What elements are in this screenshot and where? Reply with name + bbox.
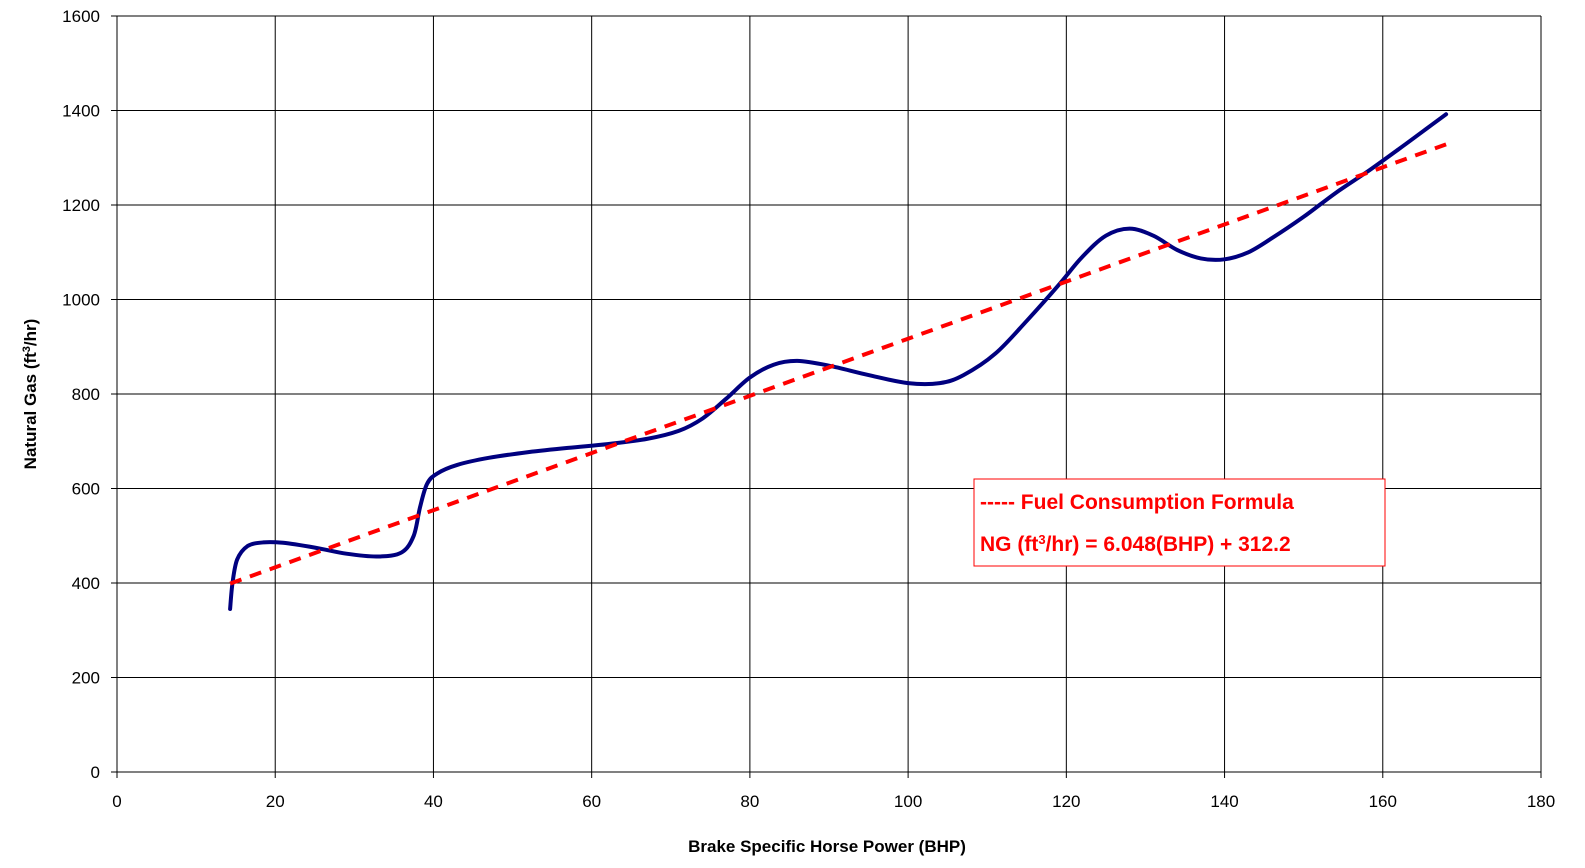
legend-box: ----- Fuel Consumption Formula NG (ft3/h… [973, 478, 1386, 567]
x-tick-label-140: 140 [1210, 792, 1238, 811]
axes [111, 15, 1542, 778]
x-tick-label-40: 40 [424, 792, 443, 811]
y-tick-label-200: 200 [72, 669, 100, 688]
y-tick-label-1400: 1400 [62, 102, 100, 121]
x-tick-label-0: 0 [112, 792, 121, 811]
y-tick-labels: 0 200 400 600 800 1000 1200 1400 1600 [62, 7, 100, 782]
y-tick-label-0: 0 [91, 763, 100, 782]
y-axis-title: Natural Gas (ft3/hr) [21, 319, 40, 470]
legend-line-2-suffix: /hr) = 6.048(BHP) + 312.2 [1046, 533, 1291, 556]
y-tick-label-1600: 1600 [62, 7, 100, 26]
legend-line-2-sup: 3 [1038, 532, 1045, 547]
y-tick-label-1200: 1200 [62, 196, 100, 215]
y-axis-title-suffix: /hr) [21, 319, 40, 346]
x-axis-title: Brake Specific Horse Power (BHP) [688, 837, 966, 856]
legend-line-2: NG (ft3/hr) = 6.048(BHP) + 312.2 [980, 532, 1291, 557]
legend-border [973, 478, 1386, 567]
x-tick-labels: 0 20 40 60 80 100 120 140 160 180 [112, 792, 1555, 811]
legend-line-1: ----- Fuel Consumption Formula [980, 491, 1294, 514]
y-tick-label-400: 400 [72, 574, 100, 593]
y-tick-label-1000: 1000 [62, 291, 100, 310]
x-tick-label-80: 80 [740, 792, 759, 811]
y-axis-title-sup: 3 [21, 346, 33, 352]
series-formula-line [229, 142, 1447, 586]
x-tick-label-120: 120 [1052, 792, 1080, 811]
x-tick-label-60: 60 [582, 792, 601, 811]
x-tick-label-20: 20 [266, 792, 285, 811]
y-axis-title-prefix: Natural Gas (ft [21, 352, 40, 469]
y-tick-label-600: 600 [72, 480, 100, 499]
x-tick-label-100: 100 [894, 792, 922, 811]
series-group [228, 112, 1449, 611]
y-tick-label-800: 800 [72, 385, 100, 404]
series-measured-line [228, 112, 1449, 611]
x-tick-label-160: 160 [1369, 792, 1397, 811]
x-tick-label-180: 180 [1527, 792, 1555, 811]
grid-lines [117, 15, 1542, 772]
legend-line-2-prefix: NG (ft [980, 533, 1038, 556]
